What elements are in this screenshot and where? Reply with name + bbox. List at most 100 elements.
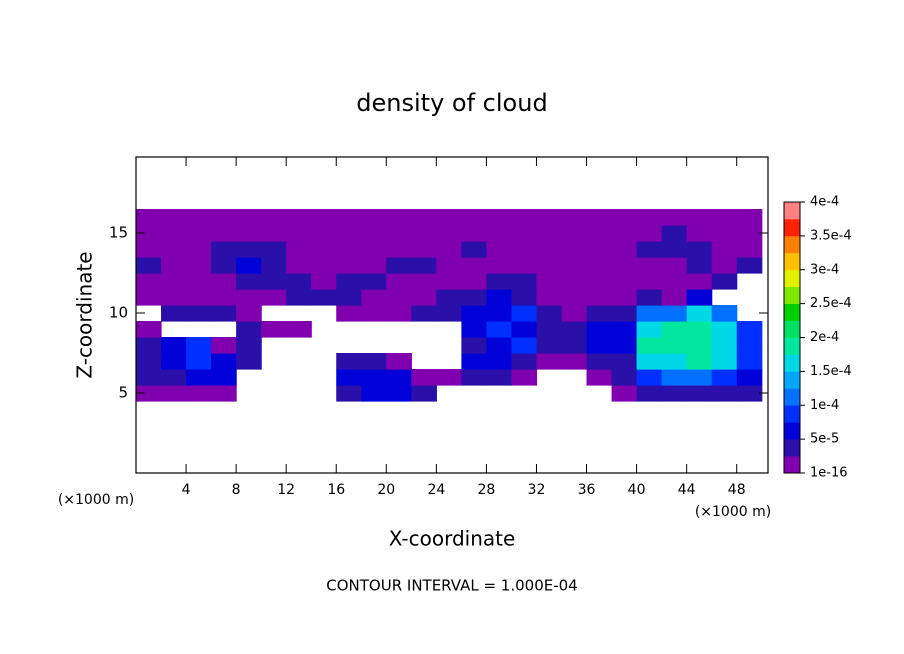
field-cell: [436, 257, 462, 274]
x-tick-label: 8: [232, 482, 241, 498]
field-cell: [211, 273, 237, 290]
field-cell: [136, 385, 162, 402]
x-tick-label: 36: [578, 482, 596, 498]
field-cell: [686, 241, 713, 258]
field-cell: [686, 385, 713, 402]
field-cell: [411, 273, 437, 290]
field-cell: [486, 321, 513, 338]
field-cell: [486, 305, 513, 322]
field-cell: [536, 225, 563, 242]
field-cell: [186, 289, 212, 306]
field-cell: [586, 257, 613, 274]
field-cell: [136, 337, 162, 354]
field-cell: [636, 209, 663, 226]
field-cell: [536, 353, 563, 370]
field-cell: [486, 257, 513, 274]
field-cell: [536, 273, 563, 290]
field-cell: [361, 369, 387, 386]
field-cell: [161, 305, 187, 322]
field-cell: [661, 289, 688, 306]
field-cell: [736, 257, 763, 274]
field-cell: [186, 337, 212, 354]
field-cell: [361, 225, 387, 242]
field-cell: [386, 305, 412, 322]
colorbar-band: [784, 371, 800, 389]
field-cell: [561, 337, 588, 354]
field-cell: [386, 257, 412, 274]
field-cell: [611, 369, 638, 386]
field-cell: [586, 353, 613, 370]
colorbar-band: [784, 337, 800, 355]
field-cell: [611, 225, 638, 242]
field-cell: [136, 289, 162, 306]
field-cell: [661, 257, 688, 274]
field-cell: [236, 209, 262, 226]
field-cell: [686, 209, 713, 226]
field-cell: [486, 289, 513, 306]
field-cell: [486, 353, 513, 370]
field-cell: [311, 241, 337, 258]
field-cell: [611, 273, 638, 290]
field-cell: [736, 385, 763, 402]
field-cell: [211, 353, 237, 370]
contour-note: CONTOUR INTERVAL = 1.000E-04: [326, 577, 577, 595]
field-cell: [261, 289, 287, 306]
field-cell: [636, 369, 663, 386]
colorbar-band: [784, 320, 800, 338]
field-cell: [161, 337, 187, 354]
field-cell: [661, 353, 688, 370]
field-cell: [286, 289, 312, 306]
field-cell: [436, 369, 462, 386]
colorbar-band: [784, 422, 800, 440]
field-cell: [211, 241, 237, 258]
field-cell: [661, 273, 688, 290]
field-cell: [636, 305, 663, 322]
field-cell: [336, 209, 362, 226]
field-cell: [161, 289, 187, 306]
field-cell: [186, 369, 212, 386]
field-cell: [486, 241, 513, 258]
field-cell: [186, 353, 212, 370]
field-cell: [586, 209, 613, 226]
field-cell: [561, 305, 588, 322]
field-cell: [636, 385, 663, 402]
field-cell: [461, 353, 488, 370]
colorbar-band: [784, 405, 800, 423]
field-cell: [186, 225, 212, 242]
field-cell: [511, 337, 538, 354]
colorbar-band: [784, 235, 800, 254]
field-cell: [511, 257, 538, 274]
field-cell: [561, 321, 588, 338]
field-cell: [611, 321, 638, 338]
field-cell: [461, 241, 488, 258]
field-cell: [236, 225, 262, 242]
field-cell: [186, 273, 212, 290]
field-cell: [661, 305, 688, 322]
field-cell: [461, 257, 488, 274]
field-cell: [386, 353, 412, 370]
field-cell: [411, 225, 437, 242]
field-cell: [236, 305, 262, 322]
field-cell: [686, 369, 713, 386]
field-cell: [536, 257, 563, 274]
x-unit-label: (×1000 m): [58, 492, 134, 508]
field-cell: [236, 273, 262, 290]
x-tick-label: 28: [478, 482, 496, 498]
field-cell: [386, 385, 412, 402]
field-cell: [211, 289, 237, 306]
field-cell: [361, 273, 387, 290]
field-cell: [636, 353, 663, 370]
field-cell: [361, 209, 387, 226]
field-cell: [311, 209, 337, 226]
field-cell: [411, 305, 437, 322]
field-cell: [336, 257, 362, 274]
field-cell: [186, 257, 212, 274]
field-cell: [161, 257, 187, 274]
field-cell: [636, 273, 663, 290]
field-cell: [336, 289, 362, 306]
field-cell: [736, 353, 763, 370]
field-cell: [211, 385, 237, 402]
field-cell: [361, 305, 387, 322]
field-cell: [286, 225, 312, 242]
